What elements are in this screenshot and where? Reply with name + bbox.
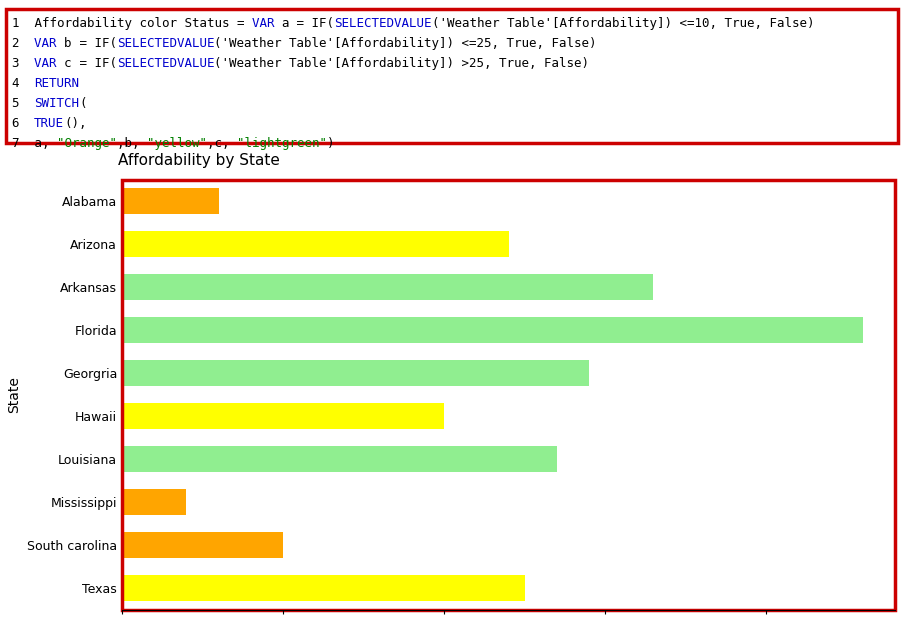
Text: "lightgreen": "lightgreen" <box>237 137 326 150</box>
Bar <box>122 532 283 558</box>
Text: "Orange": "Orange" <box>57 137 116 150</box>
Text: SELECTEDVALUE: SELECTEDVALUE <box>116 57 214 70</box>
Text: (),: (), <box>64 116 87 129</box>
Text: 3: 3 <box>12 57 34 70</box>
Text: 2: 2 <box>12 37 34 50</box>
Y-axis label: State: State <box>7 376 22 413</box>
Text: VAR: VAR <box>251 17 282 30</box>
Text: 7  a,: 7 a, <box>12 137 57 150</box>
Text: ,c,: ,c, <box>207 137 237 150</box>
Bar <box>122 489 186 515</box>
Text: b: b <box>64 37 71 50</box>
Bar <box>122 317 861 343</box>
Text: ('Weather Table'[Affordability]) <=10, True, False): ('Weather Table'[Affordability]) <=10, T… <box>432 17 814 30</box>
Text: = IF(: = IF( <box>289 17 334 30</box>
Bar <box>122 188 219 214</box>
Text: VAR: VAR <box>34 57 64 70</box>
Text: 5: 5 <box>12 97 34 110</box>
Text: SELECTEDVALUE: SELECTEDVALUE <box>334 17 432 30</box>
Text: SWITCH: SWITCH <box>34 97 79 110</box>
Text: ('Weather Table'[Affordability]) >25, True, False): ('Weather Table'[Affordability]) >25, Tr… <box>214 57 589 70</box>
Text: "yellow": "yellow" <box>146 137 207 150</box>
Bar <box>122 274 653 300</box>
Text: SELECTEDVALUE: SELECTEDVALUE <box>116 37 214 50</box>
Text: ('Weather Table'[Affordability]) <=25, True, False): ('Weather Table'[Affordability]) <=25, T… <box>214 37 596 50</box>
Text: = IF(: = IF( <box>71 37 116 50</box>
Text: a: a <box>282 17 289 30</box>
Text: RETURN: RETURN <box>34 77 79 90</box>
Bar <box>122 446 556 472</box>
Text: 4: 4 <box>12 77 34 90</box>
Text: TRUE: TRUE <box>34 116 64 129</box>
Text: Affordability by State: Affordability by State <box>117 154 279 168</box>
Bar <box>122 231 508 257</box>
Bar <box>122 403 443 429</box>
Text: c: c <box>64 57 71 70</box>
Text: 1  Affordability color Status =: 1 Affordability color Status = <box>12 17 251 30</box>
Bar <box>122 360 589 386</box>
Text: = IF(: = IF( <box>71 57 116 70</box>
Text: (: ( <box>79 97 87 110</box>
Text: ,b,: ,b, <box>116 137 146 150</box>
Bar <box>122 575 524 601</box>
Text: VAR: VAR <box>34 37 64 50</box>
Text: ): ) <box>326 137 334 150</box>
Text: 6: 6 <box>12 116 34 129</box>
